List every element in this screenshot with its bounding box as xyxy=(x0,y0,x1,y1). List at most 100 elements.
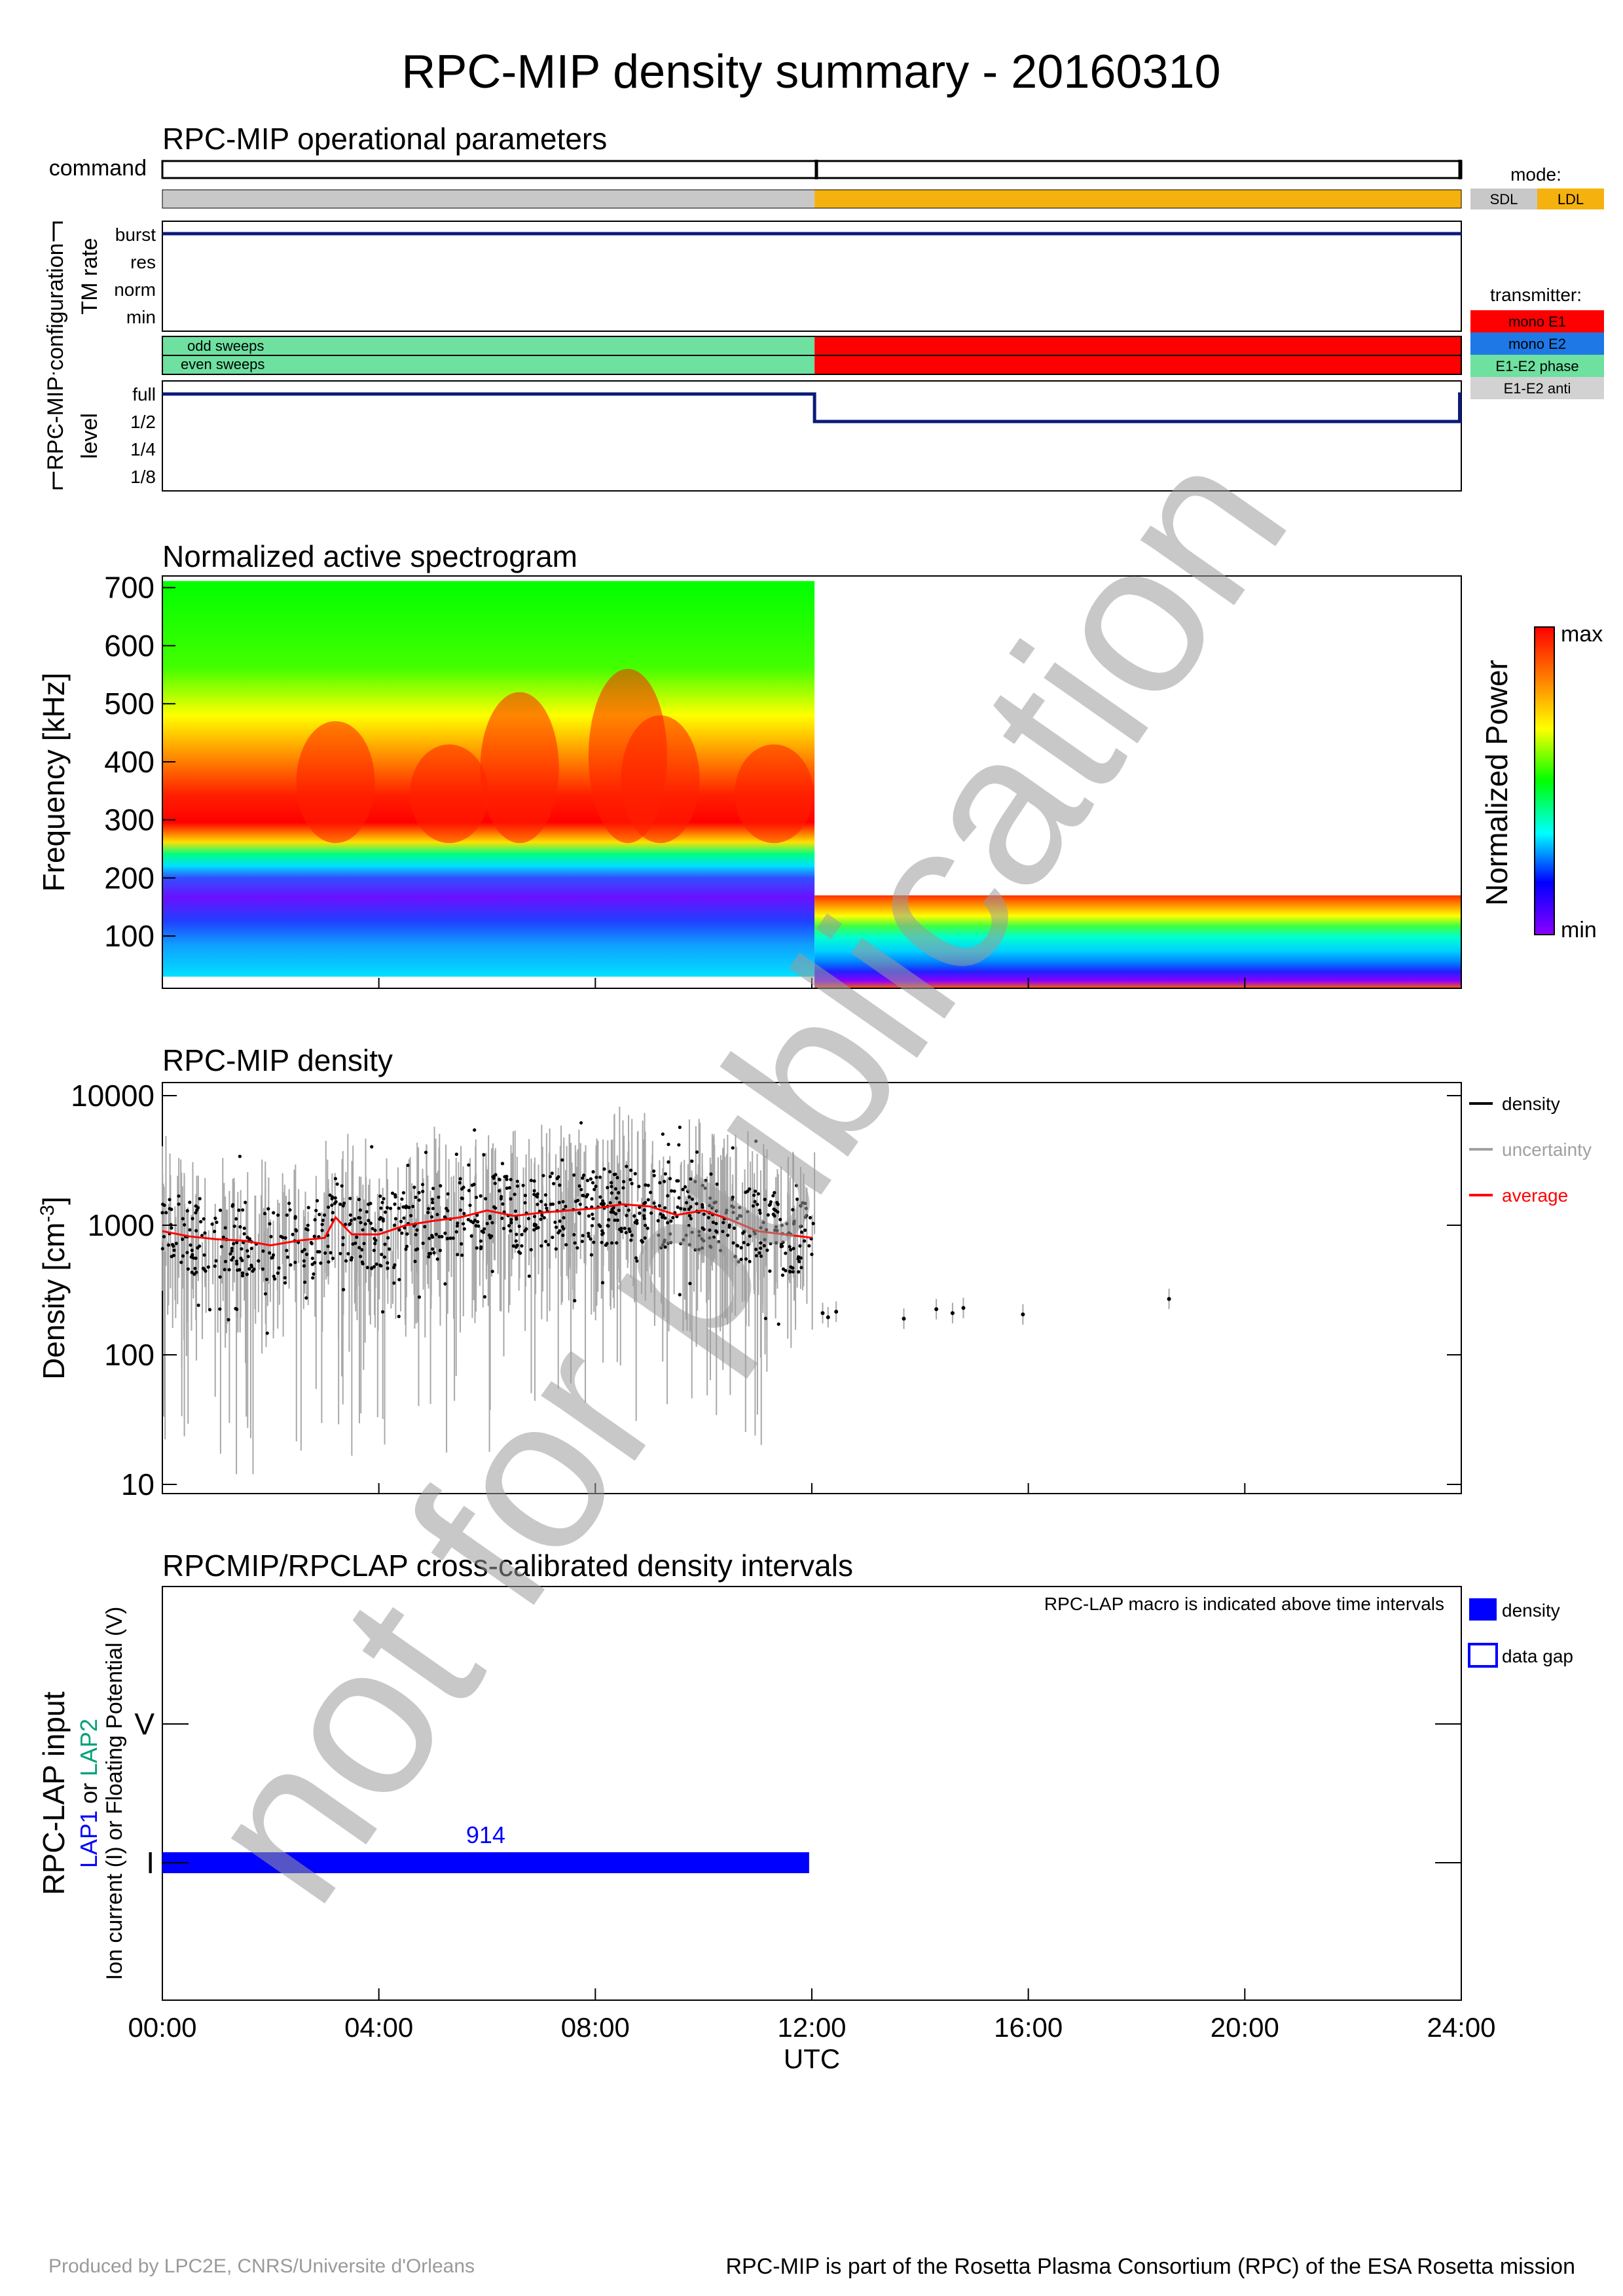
density-point xyxy=(420,1183,425,1187)
density-point xyxy=(238,1225,242,1229)
density-point xyxy=(784,1268,788,1272)
density-point xyxy=(223,1259,228,1264)
density-point xyxy=(326,1244,330,1248)
density-point xyxy=(492,1205,496,1209)
density-point xyxy=(230,1249,234,1253)
density-point xyxy=(426,1207,431,1211)
density-point xyxy=(460,1242,464,1246)
density-point xyxy=(181,1217,185,1221)
density-point xyxy=(344,1223,348,1227)
density-point xyxy=(581,1176,585,1180)
density-point xyxy=(644,1183,647,1187)
density-point xyxy=(646,1183,650,1187)
density-point xyxy=(663,1245,667,1249)
density-point xyxy=(668,1232,672,1236)
density-point xyxy=(700,1246,704,1250)
density-point xyxy=(715,1182,719,1186)
density-point xyxy=(679,1242,683,1246)
density-point xyxy=(600,1281,605,1285)
density-point xyxy=(454,1152,458,1157)
density-point xyxy=(276,1271,280,1275)
density-point xyxy=(774,1225,778,1229)
density-point xyxy=(657,1233,661,1237)
density-point xyxy=(470,1183,474,1187)
density-point xyxy=(666,1142,670,1147)
density-point xyxy=(235,1240,239,1245)
density-point xyxy=(753,1200,757,1204)
density-point xyxy=(689,1177,693,1181)
density-point xyxy=(780,1223,784,1227)
density-point xyxy=(693,1247,697,1252)
density-point xyxy=(785,1222,789,1226)
density-point xyxy=(666,1160,670,1164)
density-point xyxy=(751,1204,756,1208)
density-point xyxy=(627,1208,630,1212)
density-point xyxy=(581,1234,585,1238)
density-point xyxy=(624,1230,628,1234)
density-point xyxy=(687,1223,691,1228)
density-ytick-label-100: 100 xyxy=(104,1338,155,1372)
density-point xyxy=(186,1267,190,1271)
density-point xyxy=(393,1217,398,1221)
density-point xyxy=(702,1227,706,1231)
interval-xtick-label-0: 00:00 xyxy=(128,2012,196,2043)
density-point xyxy=(160,1247,164,1251)
density-point xyxy=(272,1211,276,1215)
mode-bar-frame xyxy=(162,189,1462,209)
density-point xyxy=(515,1217,519,1221)
mode-legend-sdl-label: SDL xyxy=(1490,191,1518,207)
density-point xyxy=(697,1247,701,1251)
density-point xyxy=(715,1230,719,1234)
density-point xyxy=(435,1257,439,1261)
density-point xyxy=(500,1216,504,1221)
density-point xyxy=(608,1201,612,1205)
density-point xyxy=(311,1276,315,1280)
density-point xyxy=(261,1249,265,1253)
afternoon-point-7 xyxy=(1021,1312,1025,1317)
density-point xyxy=(467,1189,471,1193)
density-point xyxy=(557,1200,561,1204)
density-point xyxy=(485,1221,489,1226)
density-point xyxy=(409,1213,413,1217)
density-point xyxy=(613,1187,618,1191)
density-point xyxy=(515,1184,520,1188)
density-point xyxy=(481,1230,486,1234)
density-point xyxy=(268,1222,272,1226)
density-point xyxy=(340,1184,344,1188)
density-point xyxy=(754,1247,758,1251)
density-point xyxy=(475,1246,479,1250)
density-point xyxy=(475,1213,479,1217)
density-point xyxy=(546,1243,551,1247)
density-point xyxy=(739,1257,743,1261)
density-point xyxy=(776,1322,780,1326)
density-point xyxy=(689,1205,693,1209)
density-ylabel: Density [cm-3] xyxy=(37,1196,71,1380)
density-point xyxy=(427,1255,431,1259)
density-point xyxy=(468,1203,472,1208)
level-plot xyxy=(162,380,1462,492)
density-point xyxy=(306,1228,310,1232)
density-point xyxy=(753,1232,757,1236)
density-point xyxy=(758,1211,762,1215)
density-point xyxy=(754,1253,759,1258)
spec-ytick-label-700: 700 xyxy=(104,571,155,605)
density-point xyxy=(606,1224,610,1228)
density-point xyxy=(716,1240,721,1244)
density-point xyxy=(461,1222,465,1226)
density-point xyxy=(380,1253,384,1257)
density-point xyxy=(213,1264,217,1268)
density-point xyxy=(285,1249,289,1253)
lap-or-word: or xyxy=(75,1783,102,1804)
odd-sweeps-label: odd sweeps xyxy=(187,338,264,354)
density-point xyxy=(471,1221,475,1225)
density-point xyxy=(733,1255,737,1259)
density-point xyxy=(238,1155,242,1158)
density-point xyxy=(199,1220,203,1224)
density-point xyxy=(730,1198,735,1202)
lap-or-space xyxy=(75,1776,102,1783)
density-point xyxy=(218,1208,223,1212)
spectrogram-burst-5 xyxy=(735,744,814,844)
density-point xyxy=(505,1186,509,1191)
density-point xyxy=(757,1208,761,1212)
